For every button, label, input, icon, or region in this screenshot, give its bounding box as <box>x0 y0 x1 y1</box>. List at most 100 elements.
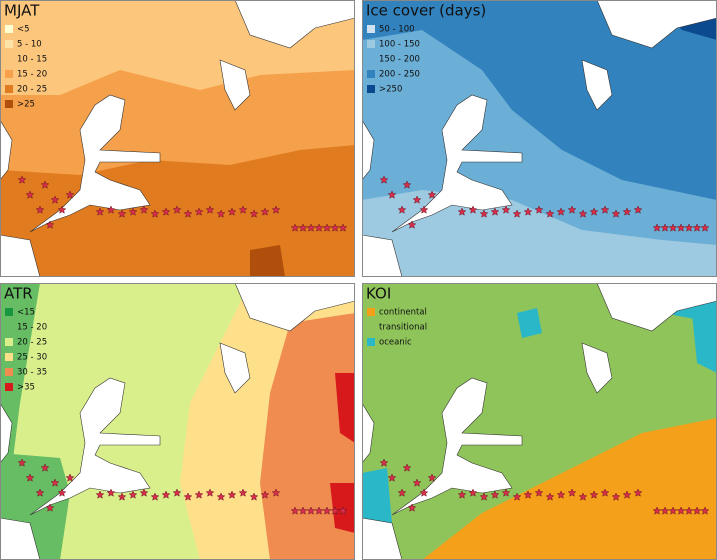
panel-title: KOI <box>366 285 391 303</box>
climate-zone <box>422 418 717 560</box>
legend-label: continental <box>379 308 427 318</box>
legend-swatch <box>5 85 13 93</box>
site-star <box>622 490 632 499</box>
site-star <box>25 473 35 482</box>
sea <box>362 402 375 464</box>
legend-label: <5 <box>17 25 30 35</box>
site-star <box>338 506 348 515</box>
site-star <box>57 205 67 214</box>
site-star <box>238 205 248 214</box>
site-star <box>117 209 127 218</box>
sea <box>0 119 13 181</box>
site-star <box>17 458 27 467</box>
sea <box>362 119 375 181</box>
site-star <box>65 190 75 199</box>
legend-label: transitional <box>379 323 427 333</box>
site-star <box>397 205 407 214</box>
legend-swatch <box>5 100 13 108</box>
site-star <box>457 490 467 499</box>
site-star <box>227 490 237 499</box>
climate-zone <box>0 283 40 560</box>
map-panel: KOI continental transitional oceanic <box>362 283 717 560</box>
site-star <box>260 207 270 216</box>
sea <box>542 0 717 49</box>
site-star <box>692 223 702 232</box>
sea <box>180 0 355 49</box>
site-star <box>700 506 710 515</box>
legend-swatch <box>5 40 13 48</box>
site-star <box>512 209 522 218</box>
site-star <box>306 223 316 232</box>
site-star <box>676 506 686 515</box>
site-star <box>652 223 662 232</box>
legend-swatch <box>367 40 375 48</box>
site-star <box>150 209 160 218</box>
sea <box>29 377 161 516</box>
legend-label: 200 - 250 <box>379 70 420 80</box>
site-star <box>512 492 522 501</box>
site-star <box>314 506 324 515</box>
site-star <box>589 207 599 216</box>
site-star <box>501 488 511 497</box>
site-star <box>578 209 588 218</box>
site-star <box>216 492 226 501</box>
site-star <box>676 223 686 232</box>
site-star <box>128 207 138 216</box>
site-star <box>490 490 500 499</box>
sea <box>219 342 251 394</box>
site-star <box>427 473 437 482</box>
site-star <box>271 205 281 214</box>
site-star <box>668 223 678 232</box>
site-star <box>338 223 348 232</box>
site-star <box>314 223 324 232</box>
legend-swatch <box>5 353 13 361</box>
site-star <box>298 223 308 232</box>
climate-zone <box>260 313 355 560</box>
map-panel: ATR <15 15 - 20 20 - 25 25 - 30 30 - 35 >35 <box>0 283 355 560</box>
site-star <box>216 209 226 218</box>
site-star <box>249 492 259 501</box>
legend-swatch <box>367 85 375 93</box>
site-star <box>534 205 544 214</box>
site-star <box>468 205 478 214</box>
site-star <box>290 506 300 515</box>
site-star <box>692 506 702 515</box>
site-star <box>668 506 678 515</box>
panel-border <box>0 0 355 277</box>
site-star <box>117 492 127 501</box>
site-star <box>556 490 566 499</box>
site-star <box>57 488 67 497</box>
site-star <box>633 488 643 497</box>
site-star <box>183 209 193 218</box>
site-star <box>567 488 577 497</box>
legend-swatch <box>5 323 13 331</box>
site-star <box>427 190 437 199</box>
site-star <box>172 488 182 497</box>
legend-swatch <box>5 55 13 63</box>
legend-label: >25 <box>17 100 35 110</box>
legend-swatch <box>367 323 375 331</box>
site-star <box>660 223 670 232</box>
sea <box>0 402 13 464</box>
site-star <box>379 458 389 467</box>
site-star <box>567 205 577 214</box>
site-star <box>479 492 489 501</box>
site-star <box>194 207 204 216</box>
sea <box>219 59 251 111</box>
climate-zone <box>517 308 542 338</box>
site-star <box>330 223 340 232</box>
legend-swatch <box>367 55 375 63</box>
site-star <box>249 209 259 218</box>
climate-zone <box>335 373 355 443</box>
legend-label: 5 - 10 <box>17 40 42 50</box>
legend-label: <15 <box>17 308 35 318</box>
legend-label: >250 <box>379 85 402 95</box>
site-star <box>35 205 45 214</box>
site-star <box>379 175 389 184</box>
panel-title: MJAT <box>4 2 40 20</box>
site-star <box>457 207 467 216</box>
site-star <box>419 205 429 214</box>
sea <box>391 94 523 233</box>
site-star <box>194 490 204 499</box>
